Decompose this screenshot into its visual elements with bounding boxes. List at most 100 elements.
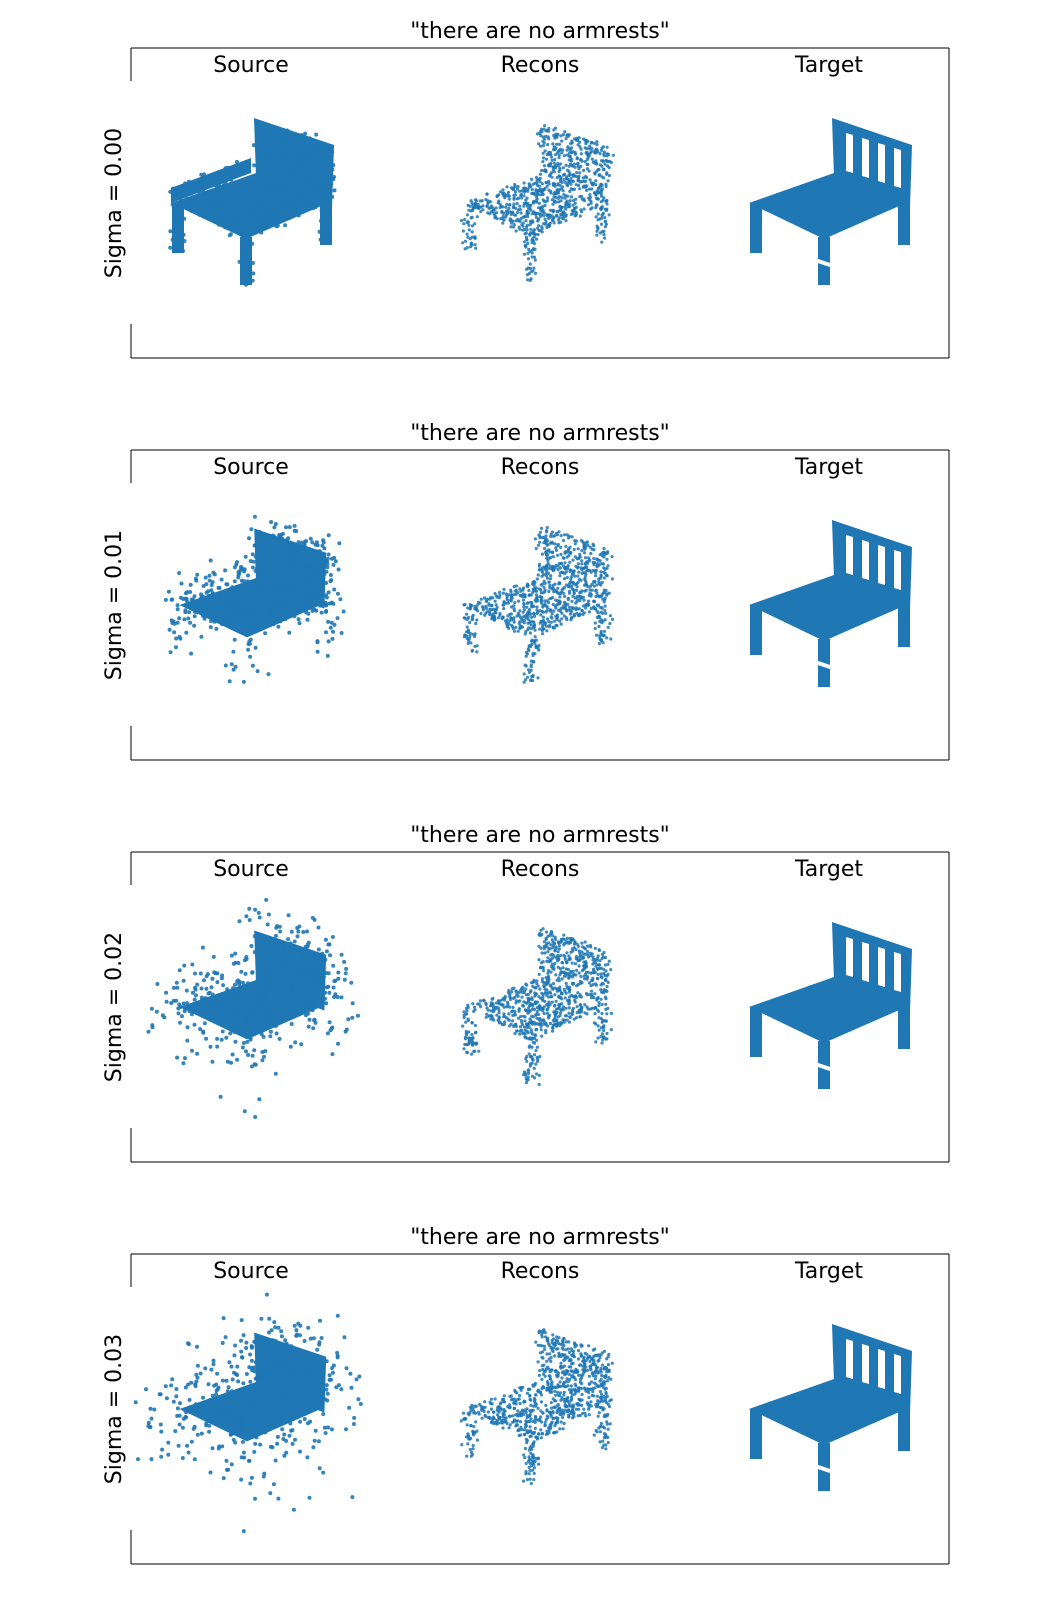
point [558,208,562,212]
point [529,203,533,207]
point [270,1410,275,1415]
point [294,1356,298,1361]
point [523,595,527,599]
point [545,629,549,633]
point [531,1040,535,1044]
point [588,993,592,997]
point [585,157,590,162]
point [276,1384,281,1389]
point [607,959,611,963]
point [258,1377,263,1382]
point [469,216,473,220]
point [525,228,529,232]
point [176,242,181,246]
point [201,1030,206,1035]
point [589,606,593,611]
point [253,645,258,650]
point [599,194,604,198]
point [300,188,305,193]
point [349,1385,354,1390]
point [192,614,197,619]
point [292,551,297,556]
point [284,525,288,530]
point [552,534,556,538]
point [538,1351,542,1355]
point [574,1407,579,1411]
point [541,192,545,196]
point [305,583,310,587]
point [554,999,558,1004]
point [266,154,271,159]
point [497,199,501,203]
point [295,1012,300,1017]
point [268,1034,273,1039]
point [545,526,549,530]
point [299,973,304,978]
point [322,572,327,577]
point [307,173,312,178]
point [476,603,480,607]
point [242,1411,247,1415]
point [526,998,531,1002]
point [254,530,259,535]
point [546,129,551,133]
point [326,590,331,595]
point [280,988,284,993]
point [257,1000,262,1005]
point [313,978,318,983]
point [232,218,237,223]
point [209,588,214,593]
point [314,143,319,148]
point [241,255,246,260]
point [526,617,530,621]
point [527,1052,531,1056]
point [180,1014,184,1019]
point [535,1045,540,1049]
point [276,1356,281,1361]
point [530,998,534,1002]
point [505,1005,509,1009]
point [316,995,321,1000]
point [545,609,549,613]
point [255,934,260,939]
point [528,233,532,237]
point [185,1443,190,1448]
point [256,135,261,140]
point [580,568,584,572]
point [599,222,604,226]
point [261,155,266,160]
point [270,1445,275,1450]
point [592,1021,597,1025]
point [596,1024,600,1028]
point [555,1390,560,1394]
point [537,1006,541,1010]
point [305,1409,310,1414]
point [572,547,576,552]
point [474,202,478,206]
point [540,566,544,570]
point [600,580,604,585]
point [207,593,212,598]
point [595,958,599,962]
point [509,612,513,616]
point [179,210,183,214]
point [553,566,557,570]
point [528,1009,532,1013]
point [601,562,605,566]
point [280,1421,285,1426]
point [604,184,608,189]
point [269,968,274,973]
point [246,1053,251,1057]
point [580,179,584,184]
point [512,197,516,201]
point [160,1447,165,1452]
point [541,927,545,931]
point [339,1387,344,1392]
point [515,202,519,206]
point [584,960,588,964]
point [599,148,604,152]
point [267,192,272,197]
column-label: Recons [501,53,580,78]
panel-title: "there are no armrests" [410,421,670,446]
point [561,1427,565,1431]
